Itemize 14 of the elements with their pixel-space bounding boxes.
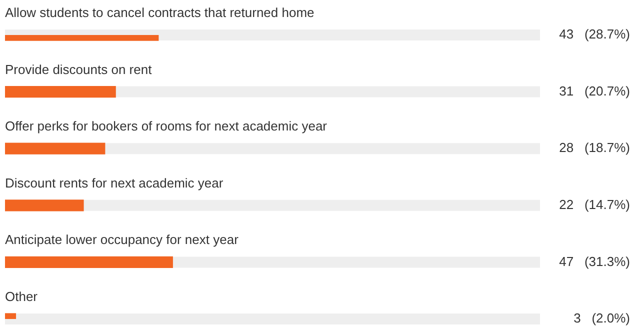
- bar: [5, 200, 84, 212]
- data-label: 31 (20.7%): [559, 83, 630, 98]
- data-label: 22 (14.7%): [559, 196, 630, 212]
- data-label: 28 (18.7%): [559, 140, 630, 156]
- data-label: 3 (2.0%): [574, 310, 630, 326]
- bar: [5, 142, 106, 154]
- y-tick-label: Other: [5, 289, 38, 304]
- y-tick-label: Discount rents for next academic year: [5, 175, 224, 190]
- data-label: 47 (31.3%): [559, 254, 630, 269]
- y-tick-label: Allow students to cancel contracts that returned home: [5, 5, 314, 20]
- y-tick-label: Offer perks for bookers of rooms for next academic year: [5, 118, 328, 134]
- y-tick-label: Anticipate lower occupancy for next year: [5, 232, 240, 248]
- y-tick-label: Provide discounts on rent: [5, 62, 152, 77]
- data-label: 43 (28.7%): [559, 26, 630, 42]
